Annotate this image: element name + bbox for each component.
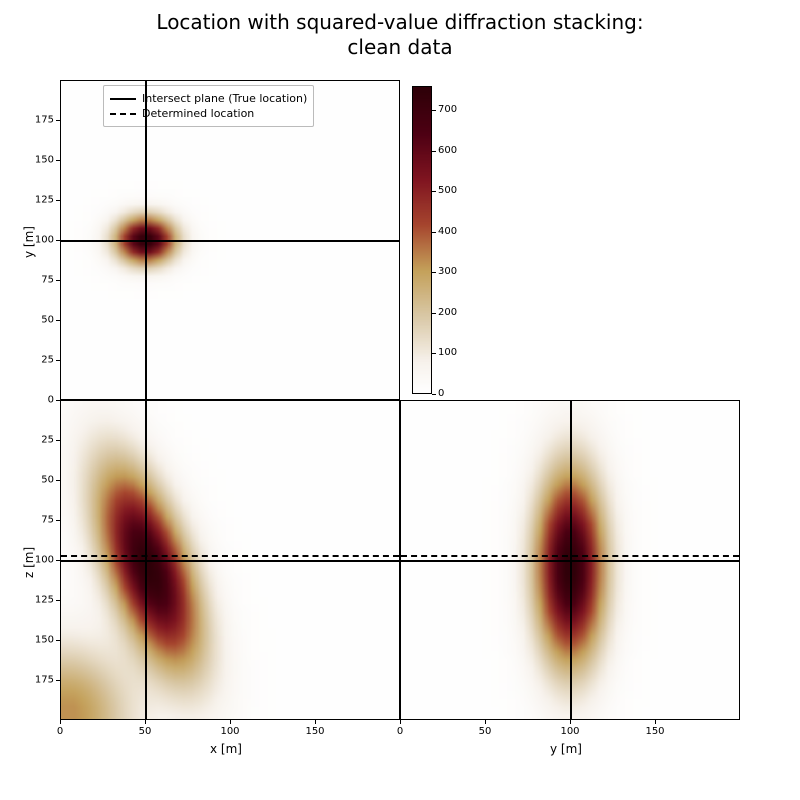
legend: Intersect plane (True location) Determin… [103,85,314,127]
figure: Location with squared-value diffraction … [0,0,800,800]
panel-xy: Intersect plane (True location) Determin… [60,80,400,400]
xtick-label: 150 [305,726,324,737]
title-line-2: clean data [347,35,452,59]
xtick-label: 0 [397,726,403,737]
legend-line-dashed [110,113,136,115]
ytick-label: 25 [30,435,54,446]
ytick-label: 75 [30,275,54,286]
crosshair-det-h [401,555,739,557]
ytick-label: 125 [30,595,54,606]
colorbar-tick-label: 600 [438,145,457,156]
colorbar-tick-label: 300 [438,266,457,277]
panel-yz [400,400,740,720]
ytick-label: 50 [30,475,54,486]
colorbar-tick-label: 200 [438,307,457,318]
xlabel-yz: y [m] [550,742,582,756]
colorbar-tick-label: 500 [438,185,457,196]
colorbar-tick-label: 400 [438,226,457,237]
xtick-label: 50 [479,726,492,737]
ytick-label: 50 [30,315,54,326]
crosshair-det-v [145,401,147,719]
ytick-label: 0 [30,395,54,406]
crosshair-det-h [61,555,399,557]
legend-label-det: Determined location [142,107,254,120]
ytick-label: 100 [30,235,54,246]
crosshair-det-h [61,240,399,242]
legend-row-true: Intersect plane (True location) [110,92,307,105]
ytick-label: 175 [30,675,54,686]
xtick-label: 50 [139,726,152,737]
title-line-1: Location with squared-value diffraction … [156,10,643,34]
colorbar [412,86,432,394]
ytick-label: 150 [30,155,54,166]
colorbar-tick-label: 0 [438,388,444,399]
ytick-label: 25 [30,355,54,366]
colorbar-tick-label: 700 [438,104,457,115]
crosshair-true-h [61,560,399,562]
xtick-label: 100 [220,726,239,737]
crosshair-det-v [570,401,572,719]
legend-label-true: Intersect plane (True location) [142,92,307,105]
ytick-label: 125 [30,195,54,206]
figure-title: Location with squared-value diffraction … [0,10,800,60]
xtick-label: 100 [560,726,579,737]
ytick-label: 75 [30,515,54,526]
legend-row-det: Determined location [110,107,307,120]
ytick-label: 175 [30,115,54,126]
ytick-label: 150 [30,635,54,646]
xlabel-xz: x [m] [210,742,242,756]
xtick-label: 150 [645,726,664,737]
xtick-label: 0 [57,726,63,737]
colorbar-gradient [413,87,431,393]
panel-xz [60,400,400,720]
legend-line-solid [110,98,136,100]
colorbar-tick-label: 100 [438,347,457,358]
ytick-label: 100 [30,555,54,566]
